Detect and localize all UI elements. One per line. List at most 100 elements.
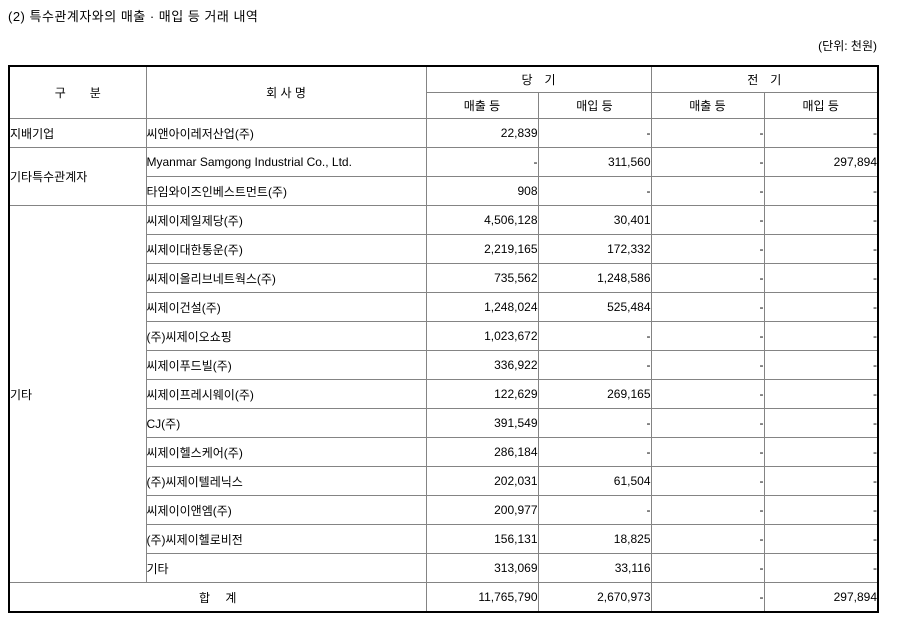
value-cell: - (763, 524, 879, 554)
col-header-company: 회 사 명 (145, 65, 427, 119)
value-cell: 1,023,672 (425, 321, 539, 351)
col-header-current-period: 당 기 (425, 65, 652, 93)
company-cell: 기타 (145, 553, 427, 583)
col-header-prior-purchases: 매입 등 (763, 92, 879, 119)
value-cell: 1,248,586 (537, 263, 652, 293)
table-body: 지배기업 씨앤아이레저산업(주) 22,839- - - 기타특수관계자 Myanmar S… (8, 118, 879, 613)
value-cell: - (650, 437, 765, 467)
col-header-current-purchases: 매입 등 (537, 92, 652, 119)
table-row: 씨제이헬스케어(주) 286,184- - - (9, 437, 879, 467)
value-cell: - (650, 321, 765, 351)
company-cell: 타임와이즈인베스트먼트(주) (145, 176, 427, 206)
value-cell: - (763, 321, 879, 351)
unit-note: (단위: 천원) (818, 39, 877, 53)
value-cell: - (650, 466, 765, 496)
company-cell: 씨제이이앤엠(주) (145, 495, 427, 525)
value-cell: 156,131 (425, 524, 539, 554)
value-cell: - (763, 205, 879, 235)
table-row: 타임와이즈인베스트먼트(주) 908- - - (9, 176, 879, 206)
value-cell: - (537, 176, 652, 206)
value-cell: - (537, 118, 652, 148)
col-header-category: 구 분 (8, 65, 147, 119)
value-cell: - (650, 495, 765, 525)
value-cell: 286,184 (425, 437, 539, 467)
value-cell: 22,839 (425, 118, 539, 148)
value-cell: - (763, 263, 879, 293)
value-cell: - (650, 118, 765, 148)
value-cell: 313,069 (425, 553, 539, 583)
total-value-cell: 11,765,790 (425, 582, 539, 613)
value-cell: - (763, 495, 879, 525)
company-cell: 씨제이올리브네트웍스(주) (145, 263, 427, 293)
col-header-current-sales: 매출 등 (425, 92, 539, 119)
company-cell: Myanmar Samgong Industrial Co., Ltd. (145, 147, 427, 177)
table-row: 기타 313,069 33,116- - (9, 553, 879, 583)
company-cell: CJ(주) (145, 408, 427, 438)
total-label-cell: 합 계 (8, 582, 427, 613)
value-cell: - (763, 408, 879, 438)
value-cell: - (763, 553, 879, 583)
value-cell: 33,116 (537, 553, 652, 583)
section-title: (2) 특수관계자와의 매출 · 매입 등 거래 내역 (8, 9, 259, 24)
total-value-cell: 297,894 (763, 582, 879, 613)
table-row: 기타 씨제이제일제당(주) 4,506,128 30,401- - (8, 205, 879, 583)
value-cell: 311,560 (537, 147, 652, 177)
table-row: 씨제이올리브네트웍스(주) 735,562 1,248,586- - (9, 263, 879, 293)
value-cell: - (763, 118, 879, 148)
value-cell: - (763, 234, 879, 264)
value-cell: - (537, 408, 652, 438)
value-cell: 525,484 (537, 292, 652, 322)
company-cell: (주)씨제이텔레닉스 (145, 466, 427, 496)
table-row: 씨제이건설(주) 1,248,024 525,484- - (9, 292, 879, 322)
value-cell: - (650, 379, 765, 409)
value-cell: - (650, 292, 765, 322)
value-cell: - (650, 524, 765, 554)
company-cell: 씨제이대한통운(주) (145, 234, 427, 264)
value-cell: 336,922 (425, 350, 539, 380)
value-cell: 18,825 (537, 524, 652, 554)
value-cell: - (763, 176, 879, 206)
company-cell: 씨앤아이레저산업(주) (145, 118, 427, 148)
total-value-cell: - (650, 582, 765, 613)
transactions-table: 구 분 회 사 명 당 기 전 기 매출 등 매입 등 매출 등 매입 등 지배… (8, 65, 879, 613)
table-header: 구 분 회 사 명 당 기 전 기 매출 등 매입 등 매출 등 매입 등 (8, 65, 879, 119)
value-cell: - (763, 466, 879, 496)
category-cell: 지배기업 (8, 118, 147, 148)
company-cell: 씨제이제일제당(주) (145, 205, 427, 235)
value-cell: 202,031 (425, 466, 539, 496)
company-cell: 씨제이헬스케어(주) (145, 437, 427, 467)
value-cell: 172,332 (537, 234, 652, 264)
company-cell: 씨제이프레시웨이(주) (145, 379, 427, 409)
value-cell: - (537, 350, 652, 380)
table-row: 씨제이프레시웨이(주) 122,629 269,165- - (9, 379, 879, 409)
value-cell: 2,219,165 (425, 234, 539, 264)
value-cell: - (650, 147, 765, 177)
table-row: 기타특수관계자 Myanmar Samgong Industrial Co., L… (8, 147, 879, 206)
value-cell: - (763, 292, 879, 322)
company-cell: 씨제이건설(주) (145, 292, 427, 322)
company-cell: (주)씨제이헬로비전 (145, 524, 427, 554)
value-cell: - (650, 176, 765, 206)
header-row-periods: 구 분 회 사 명 당 기 전 기 (8, 65, 879, 119)
category-cell: 기타특수관계자 (8, 147, 147, 206)
value-cell: 200,977 (425, 495, 539, 525)
value-cell: - (537, 495, 652, 525)
value-cell: 122,629 (425, 379, 539, 409)
value-cell: 297,894 (763, 147, 879, 177)
value-cell: 1,248,024 (425, 292, 539, 322)
value-cell: - (425, 147, 539, 177)
table-row: (주)씨제이텔레닉스 202,031 61,504- - (9, 466, 879, 496)
company-cell: (주)씨제이오쇼핑 (145, 321, 427, 351)
value-cell: - (650, 263, 765, 293)
value-cell: - (763, 437, 879, 467)
col-header-prior-sales: 매출 등 (650, 92, 765, 119)
value-cell: 4,506,128 (425, 205, 539, 235)
value-cell: 391,549 (425, 408, 539, 438)
table-row: 지배기업 씨앤아이레저산업(주) 22,839- - - (8, 118, 879, 148)
col-header-prior-period: 전 기 (650, 65, 879, 93)
table-row: 씨제이푸드빌(주) 336,922- - - (9, 350, 879, 380)
value-cell: - (650, 234, 765, 264)
value-cell: - (537, 321, 652, 351)
value-cell: 61,504 (537, 466, 652, 496)
